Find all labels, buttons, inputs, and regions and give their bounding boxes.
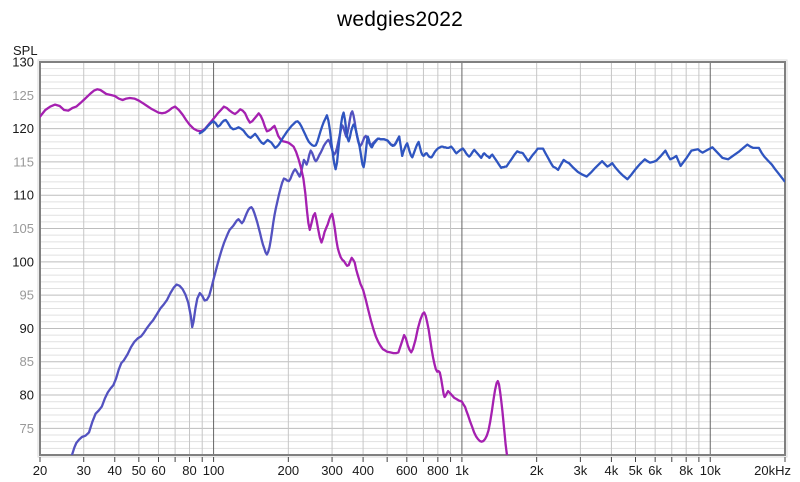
- y-tick-label: 75: [20, 421, 34, 436]
- x-tick-label: 4k: [605, 463, 619, 478]
- axis-labels: 130 125 120 115 110 105 100 95 90 85 80 75 20 30 40 50 6…: [12, 55, 791, 479]
- grid-lines: [39, 62, 786, 456]
- chart-title: wedgies2022: [337, 8, 463, 31]
- y-tick-label: 100: [12, 254, 34, 269]
- y-tick-label: 115: [13, 154, 34, 169]
- y-tick-label: 90: [20, 321, 34, 336]
- plot-frame-bevel: [37, 59, 788, 458]
- y-tick-label: 125: [12, 88, 34, 103]
- x-tick-label: 400: [352, 463, 374, 478]
- series-violet-highpass: [70, 110, 401, 455]
- y-tick-label: 120: [12, 121, 34, 136]
- x-tick-label: 8k: [679, 463, 693, 478]
- x-tick-label: 60: [151, 463, 165, 478]
- x-tick-label: 5k: [629, 463, 643, 478]
- x-tick-label: 50: [132, 463, 146, 478]
- x-tick-label: 30: [76, 463, 90, 478]
- y-tick-label: 130: [12, 55, 34, 70]
- x-tick-label: 6k: [648, 463, 662, 478]
- x-tick-label: 10k: [700, 463, 721, 478]
- x-tick-label: 800: [427, 463, 449, 478]
- plot-frame-border: [39, 61, 786, 456]
- x-tick-label: 600: [396, 463, 418, 478]
- series-magenta-lowpass: [40, 88, 509, 455]
- x-tick-label: 20: [33, 463, 47, 478]
- y-tick-label: 110: [13, 188, 34, 203]
- y-tick-label: 95: [20, 288, 34, 303]
- x-tick-label: 100: [203, 463, 225, 478]
- y-tick-label: 85: [20, 354, 34, 369]
- x-tick-label: 3k: [574, 463, 588, 478]
- x-tick-label: 1k: [455, 463, 469, 478]
- plot-frame: [37, 59, 788, 458]
- x-tick-label: 200: [277, 463, 299, 478]
- x-tick-label: 2k: [530, 463, 544, 478]
- series-blue-sum: [198, 111, 785, 183]
- y-axis-title: SPL: [13, 43, 38, 58]
- x-tick-label: 80: [182, 463, 196, 478]
- y-tick-label: 80: [20, 388, 34, 403]
- y-tick-label: 105: [12, 221, 34, 236]
- x-tick-label: 40: [108, 463, 122, 478]
- x-tick-label: 20kHz: [754, 463, 791, 478]
- x-tick-label: 300: [321, 463, 343, 478]
- series-curves: [40, 88, 785, 455]
